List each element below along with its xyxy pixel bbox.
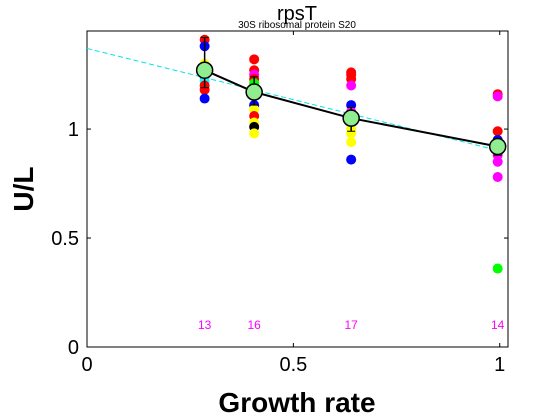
mean-point	[488, 137, 507, 156]
x-tick-label: 0.5	[279, 354, 307, 376]
replicate-point	[346, 80, 357, 91]
replicate-point	[492, 156, 503, 167]
replicate-point	[249, 128, 260, 139]
x-tick-label: 1	[494, 354, 505, 376]
replicate-point	[346, 154, 357, 165]
plot-area: 0 0.5 1 0 0.5 1 13 16 17 14	[51, 30, 509, 376]
replicate-point	[346, 137, 357, 148]
y-tick-label: 1	[68, 119, 79, 141]
y-tick-label: 0.5	[51, 228, 79, 250]
sample-count-label: 16	[247, 318, 261, 332]
sample-count-label: 13	[198, 318, 212, 332]
y-axis-label: U/L	[8, 166, 39, 211]
sample-count-label: 14	[491, 318, 505, 332]
replicate-point	[492, 172, 503, 183]
x-axis-label: Growth rate	[218, 387, 375, 418]
replicate-point	[199, 93, 210, 104]
chart-subtitle: 30S ribosomal protein S20	[238, 20, 356, 31]
replicate-point	[492, 263, 503, 274]
axes-box	[86, 30, 509, 348]
chart-title: rpsT	[277, 3, 317, 25]
replicate-point	[492, 91, 503, 102]
mean-point	[195, 61, 214, 79]
replicate-point	[249, 54, 260, 65]
y-tick-label: 0	[68, 337, 79, 359]
mean-point	[342, 109, 360, 127]
replicate-point	[492, 126, 503, 137]
mean-series-line	[204, 69, 498, 148]
mean-point	[245, 83, 263, 101]
x-tick-label: 0	[81, 354, 92, 376]
sample-count-label: 17	[344, 318, 358, 332]
